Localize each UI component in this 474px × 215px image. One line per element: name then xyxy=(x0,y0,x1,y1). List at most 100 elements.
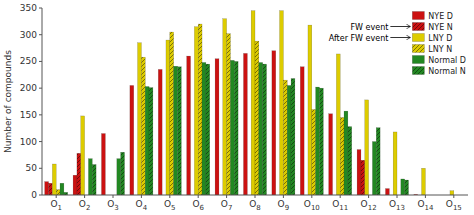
bar xyxy=(117,159,121,195)
y-tick-label: 50 xyxy=(26,163,38,173)
bar xyxy=(329,114,333,195)
y-axis-line xyxy=(42,8,43,195)
x-tick-label: O12 xyxy=(361,199,377,212)
x-tick-label-sub: 13 xyxy=(396,204,405,212)
x-tick-label-sub: 8 xyxy=(256,204,260,212)
bar xyxy=(283,80,287,195)
x-tick-label: O1 xyxy=(50,199,62,212)
bar xyxy=(255,41,259,195)
bar xyxy=(308,25,312,195)
bar xyxy=(194,27,198,195)
y-tick-label: 250 xyxy=(20,56,37,66)
legend-label: Normal D xyxy=(428,56,466,65)
chart: 050100150200250300350Number of compounds… xyxy=(0,0,474,215)
bar xyxy=(319,88,323,195)
bar xyxy=(316,87,320,195)
bar xyxy=(287,85,291,195)
bar xyxy=(422,168,426,195)
x-tick-label-sub: 11 xyxy=(339,204,348,212)
annotation: FW event xyxy=(351,23,389,32)
bar xyxy=(92,165,96,195)
bar xyxy=(234,61,238,195)
x-tick-label-main: O xyxy=(221,199,228,209)
x-tick-label: O15 xyxy=(446,199,462,212)
bar xyxy=(291,79,295,195)
x-tick-label-sub: 3 xyxy=(114,204,118,212)
bar xyxy=(101,134,105,195)
bar xyxy=(385,189,389,195)
x-tick-label-sub: 5 xyxy=(171,204,175,212)
annotation-arrow xyxy=(390,37,410,38)
x-tick-label: O13 xyxy=(389,199,405,212)
bar xyxy=(138,43,142,195)
bar xyxy=(223,19,227,195)
legend-label: LNY N xyxy=(428,45,452,54)
bar xyxy=(450,191,454,195)
bar xyxy=(170,32,174,195)
bar xyxy=(272,51,276,195)
bar xyxy=(149,88,153,195)
x-tick-label: O5 xyxy=(164,199,176,212)
x-tick-label: O8 xyxy=(249,199,261,212)
bars xyxy=(45,11,454,195)
x-tick-label-sub: 15 xyxy=(453,204,462,212)
bar xyxy=(177,67,181,195)
x-tick-label: O3 xyxy=(107,199,119,212)
bar xyxy=(52,164,56,195)
x-tick-label-sub: 6 xyxy=(200,204,205,212)
x-tick-label-sub: 12 xyxy=(368,204,377,212)
bar xyxy=(174,66,178,195)
x-tick-label-sub: 2 xyxy=(86,204,90,212)
x-tick-label: O11 xyxy=(332,199,348,212)
bar xyxy=(361,160,365,195)
x-tick-label-main: O xyxy=(79,199,86,209)
x-tick-label-sub: 7 xyxy=(228,204,232,212)
x-tick-label-main: O xyxy=(164,199,171,209)
bar xyxy=(166,40,170,195)
legend-swatch xyxy=(412,45,424,53)
bar xyxy=(259,62,263,195)
x-tick-label: O6 xyxy=(192,199,204,212)
y-tick-label: 300 xyxy=(20,30,37,40)
x-tick-label-main: O xyxy=(136,199,143,209)
legend: NYE DNYE NLNY DLNY NNormal DNormal N xyxy=(412,12,466,76)
bar xyxy=(198,24,202,195)
x-tick-label: O7 xyxy=(221,199,233,212)
bar xyxy=(372,142,376,195)
legend-swatch xyxy=(412,56,424,64)
x-tick-label-main: O xyxy=(361,199,368,209)
x-tick-label-sub: 1 xyxy=(58,204,62,212)
bar xyxy=(340,118,344,195)
bar xyxy=(280,11,284,195)
bar xyxy=(405,180,409,195)
bar xyxy=(215,59,219,195)
legend-label: NYE N xyxy=(428,23,452,32)
bar xyxy=(187,56,191,195)
y-tick-label: 150 xyxy=(20,110,37,120)
bar xyxy=(365,100,369,195)
legend-label: Normal N xyxy=(428,67,465,76)
bar xyxy=(393,132,397,195)
bar xyxy=(88,159,92,195)
x-tick-label-main: O xyxy=(107,199,114,209)
x-tick-label: O2 xyxy=(79,199,91,212)
bar xyxy=(344,111,348,195)
y-tick-label: 100 xyxy=(20,137,37,147)
x-axis-line xyxy=(42,195,468,196)
x-tick-label-main: O xyxy=(446,199,453,209)
bar xyxy=(73,175,77,195)
legend-swatch xyxy=(412,67,424,75)
annotation: After FW event xyxy=(329,34,389,43)
x-tick-label: O9 xyxy=(278,199,290,212)
x-tick-label: O10 xyxy=(304,199,320,212)
x-axis: O1O2O3O4O5O6O7O8O9O10O11O12O13O14O15 xyxy=(50,195,461,212)
x-tick-label-main: O xyxy=(389,199,396,209)
x-tick-label-main: O xyxy=(332,199,339,209)
x-tick-label-main: O xyxy=(417,199,424,209)
bar xyxy=(77,153,81,195)
bar xyxy=(263,64,267,195)
x-tick-label-sub: 4 xyxy=(143,204,148,212)
x-tick-label-main: O xyxy=(304,199,311,209)
bar xyxy=(206,64,210,195)
bar xyxy=(141,57,145,195)
